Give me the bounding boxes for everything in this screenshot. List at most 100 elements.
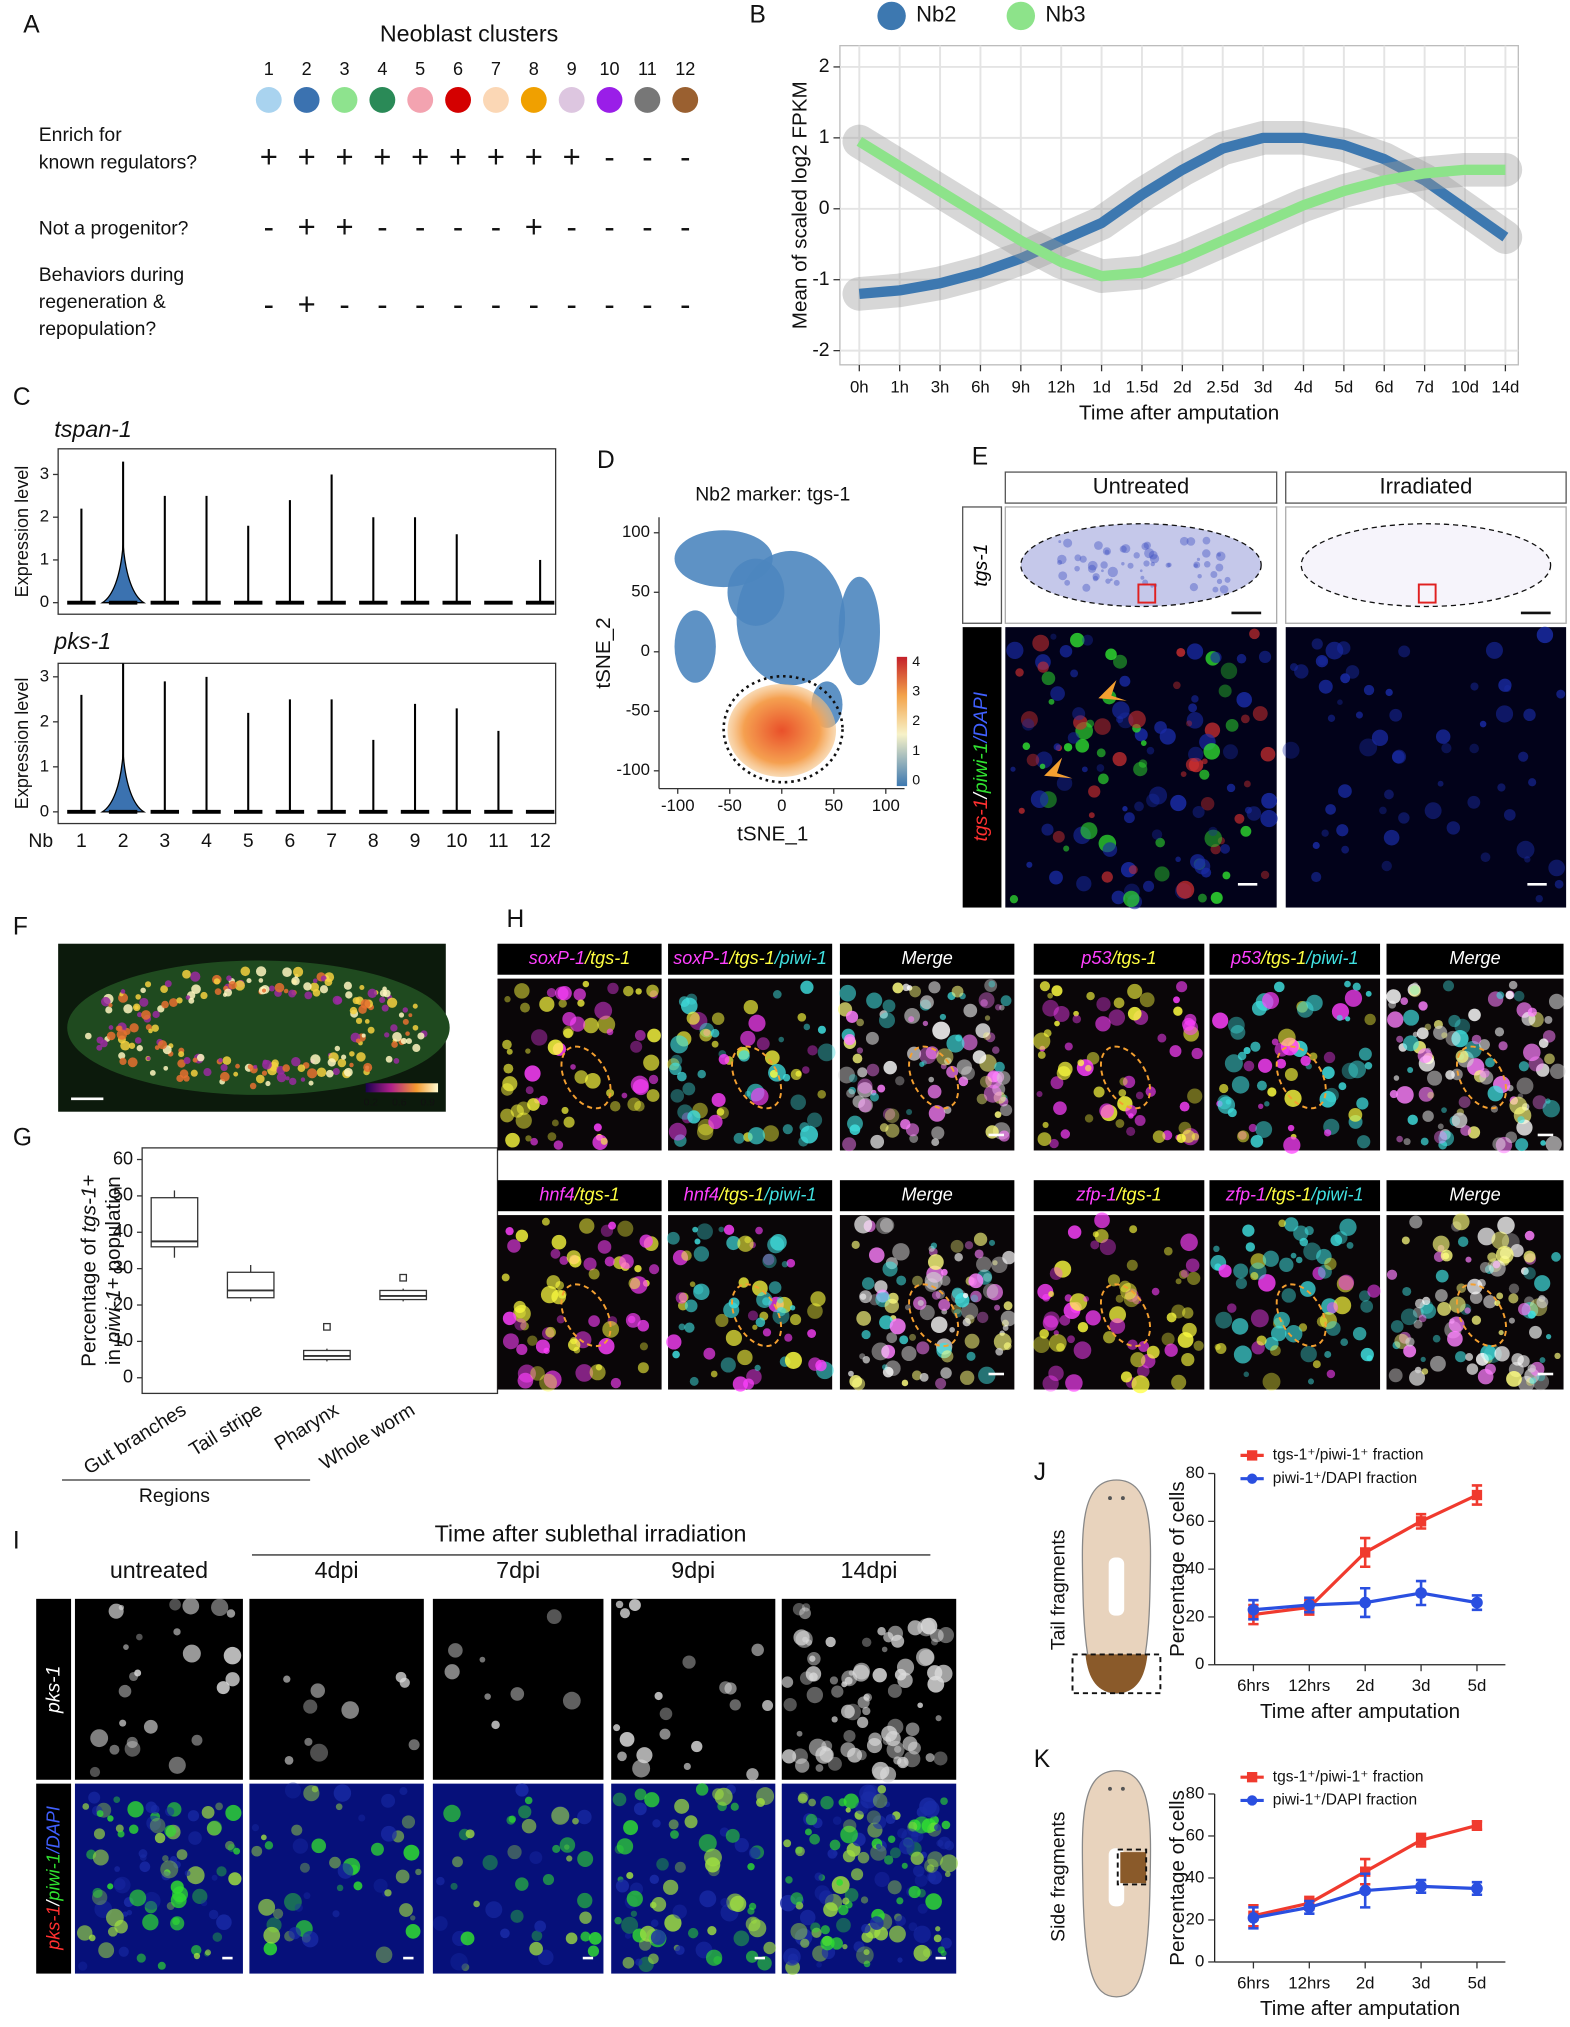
tile-label-box (497, 943, 662, 975)
row-mark: - (377, 287, 387, 322)
cell-signal (919, 1061, 925, 1067)
cell-signal (129, 1824, 139, 1835)
cell-signal (927, 1851, 944, 1868)
signal (412, 1043, 421, 1053)
cell-signal (1134, 1115, 1146, 1126)
legend-label: Nb2 (916, 2, 956, 27)
cell-signal (550, 1248, 561, 1259)
signal (382, 989, 391, 998)
cell-outline (1099, 1045, 1152, 1110)
cell-signal (851, 1240, 860, 1249)
cell-signal (600, 1137, 608, 1145)
cell-signal (711, 1012, 725, 1025)
cell-signal (1458, 1096, 1471, 1109)
cell-signal (583, 1257, 597, 1271)
stain (1215, 563, 1224, 572)
cell-signal (624, 1932, 632, 1939)
cell-signal (1445, 1070, 1455, 1080)
signal (303, 982, 312, 991)
cell-signal (583, 1017, 599, 1034)
cell-signal (1199, 769, 1210, 780)
cell-signal (579, 1218, 595, 1234)
cell-signal (650, 1919, 659, 1928)
cell-signal (1026, 753, 1040, 767)
cell-signal (790, 1094, 806, 1111)
cell-signal (263, 1941, 278, 1956)
cell-signal (1010, 766, 1016, 772)
cell-signal (885, 1360, 901, 1376)
cell-signal (1424, 1023, 1432, 1031)
signal (310, 1054, 321, 1065)
signal (255, 1074, 265, 1084)
cell-signal (748, 1014, 766, 1032)
marker (1415, 1587, 1427, 1599)
row-label: Enrich for (39, 124, 122, 146)
cell-signal (659, 1728, 671, 1740)
cell-signal (1081, 766, 1088, 773)
cell-signal (935, 1926, 941, 1932)
signal (220, 1064, 228, 1072)
cell-signal (951, 1287, 964, 1299)
cell-signal (1186, 643, 1204, 660)
cell-signal (1485, 1057, 1495, 1068)
cell-signal (562, 1012, 577, 1026)
cell-signal (1164, 1343, 1178, 1357)
label-part: + population (102, 1176, 125, 1289)
marker (1360, 1866, 1371, 1877)
cell-signal (1094, 718, 1111, 735)
cell-signal (546, 988, 557, 998)
cell-signal (1527, 1310, 1536, 1319)
tile-label-box (839, 943, 1015, 975)
signal (164, 980, 172, 988)
cell-signal (516, 1343, 528, 1356)
cell-signal (609, 1101, 621, 1112)
signal (265, 1080, 271, 1087)
cell-signal (1336, 1014, 1343, 1021)
panel-label: B (749, 1, 765, 28)
series-line (856, 137, 1506, 282)
panel-label: D (597, 447, 615, 474)
cell-signal (1326, 1369, 1336, 1379)
cell-signal (1497, 783, 1506, 792)
stain (1133, 552, 1140, 559)
cell-signal (115, 1824, 124, 1833)
cell-signal (970, 1290, 982, 1303)
signal (249, 1082, 257, 1090)
cell-signal (1421, 1368, 1429, 1375)
cell-signal (1186, 712, 1204, 729)
x-axis-label: Regions (139, 1485, 210, 1507)
legend-label: piwi-1⁺/DAPI fraction (1273, 1792, 1417, 1809)
cell-signal (1180, 1269, 1190, 1278)
cell-signal (848, 1086, 856, 1095)
legend-label: piwi-1⁺/DAPI fraction (1273, 1470, 1417, 1487)
cell-signal (1491, 1231, 1510, 1250)
cell-signal (1270, 1325, 1287, 1342)
cell-signal (1176, 647, 1186, 657)
row-mark: - (415, 209, 425, 244)
signal (96, 1036, 104, 1044)
cluster-label: 7 (491, 59, 501, 79)
cell-signal (1379, 806, 1387, 815)
cell-signal (836, 1917, 851, 1933)
cell-signal (1124, 812, 1135, 824)
cell-signal (783, 1839, 792, 1848)
label-part: soxP-1 (529, 948, 585, 968)
cell-signal (1249, 628, 1260, 640)
cell-signal (291, 1824, 303, 1836)
signal (120, 989, 126, 994)
cell-signal (1073, 1341, 1092, 1360)
cell-signal (941, 1820, 951, 1830)
cell-signal (845, 1010, 859, 1023)
cell-signal (143, 1719, 158, 1734)
cell-signal (935, 1378, 947, 1390)
cell-signal (1088, 785, 1101, 798)
cell-signal (1479, 1068, 1490, 1078)
cell-signal (704, 1848, 722, 1867)
cell-signal (1517, 1116, 1525, 1124)
signal (261, 988, 267, 993)
cell-signal (1515, 1138, 1529, 1152)
cell-signal (168, 1756, 186, 1774)
cell-signal (161, 1871, 171, 1881)
cell-signal (1215, 1311, 1233, 1329)
cell-signal (1448, 1014, 1461, 1028)
